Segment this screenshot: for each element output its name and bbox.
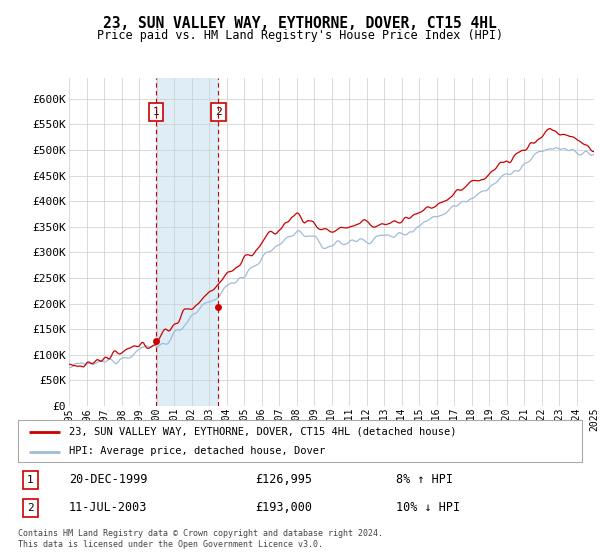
- Text: 1: 1: [152, 106, 160, 116]
- Text: Contains HM Land Registry data © Crown copyright and database right 2024.
This d: Contains HM Land Registry data © Crown c…: [18, 529, 383, 549]
- Text: 20-DEC-1999: 20-DEC-1999: [69, 473, 147, 487]
- Text: £126,995: £126,995: [255, 473, 312, 487]
- Text: 2: 2: [27, 503, 34, 513]
- Text: 10% ↓ HPI: 10% ↓ HPI: [396, 501, 460, 515]
- Text: 2: 2: [215, 106, 221, 116]
- Text: 8% ↑ HPI: 8% ↑ HPI: [396, 473, 453, 487]
- Text: 1: 1: [27, 475, 34, 485]
- Text: £193,000: £193,000: [255, 501, 312, 515]
- Text: 11-JUL-2003: 11-JUL-2003: [69, 501, 147, 515]
- Text: 23, SUN VALLEY WAY, EYTHORNE, DOVER, CT15 4HL (detached house): 23, SUN VALLEY WAY, EYTHORNE, DOVER, CT1…: [69, 427, 456, 437]
- Bar: [156, 78, 218, 406]
- Text: Price paid vs. HM Land Registry's House Price Index (HPI): Price paid vs. HM Land Registry's House …: [97, 29, 503, 42]
- Text: HPI: Average price, detached house, Dover: HPI: Average price, detached house, Dove…: [69, 446, 325, 456]
- Text: 23, SUN VALLEY WAY, EYTHORNE, DOVER, CT15 4HL: 23, SUN VALLEY WAY, EYTHORNE, DOVER, CT1…: [103, 16, 497, 31]
